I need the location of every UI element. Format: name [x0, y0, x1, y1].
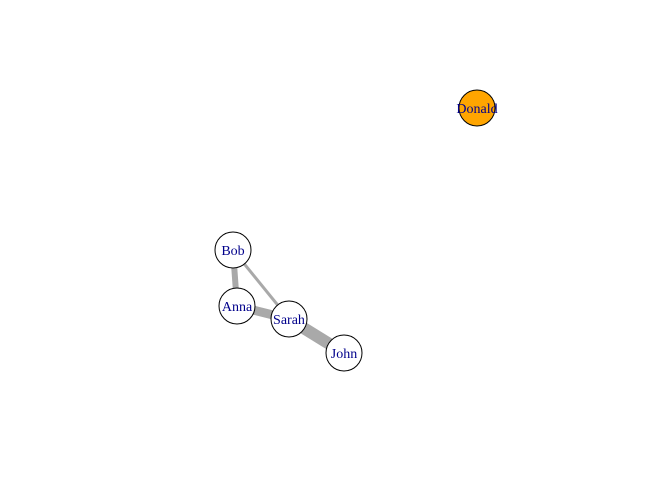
- node-label-bob: Bob: [221, 244, 244, 259]
- node-bob: Bob: [214, 231, 252, 269]
- node-sarah: Sarah: [270, 300, 308, 338]
- node-circle-donald: [458, 89, 496, 127]
- node-circle-anna: [218, 287, 256, 325]
- node-label-sarah: Sarah: [273, 313, 305, 328]
- node-donald: Donald: [456, 89, 498, 127]
- node-circle-bob: [214, 231, 252, 269]
- node-circle-sarah: [270, 300, 308, 338]
- node-john: John: [325, 334, 363, 372]
- node-label-donald: Donald: [456, 102, 497, 117]
- node-anna: Anna: [218, 287, 256, 325]
- node-label-john: John: [331, 347, 357, 362]
- node-label-anna: Anna: [222, 300, 253, 315]
- node-layer: Donald Bob Anna Sarah John: [214, 89, 498, 372]
- node-circle-john: [325, 334, 363, 372]
